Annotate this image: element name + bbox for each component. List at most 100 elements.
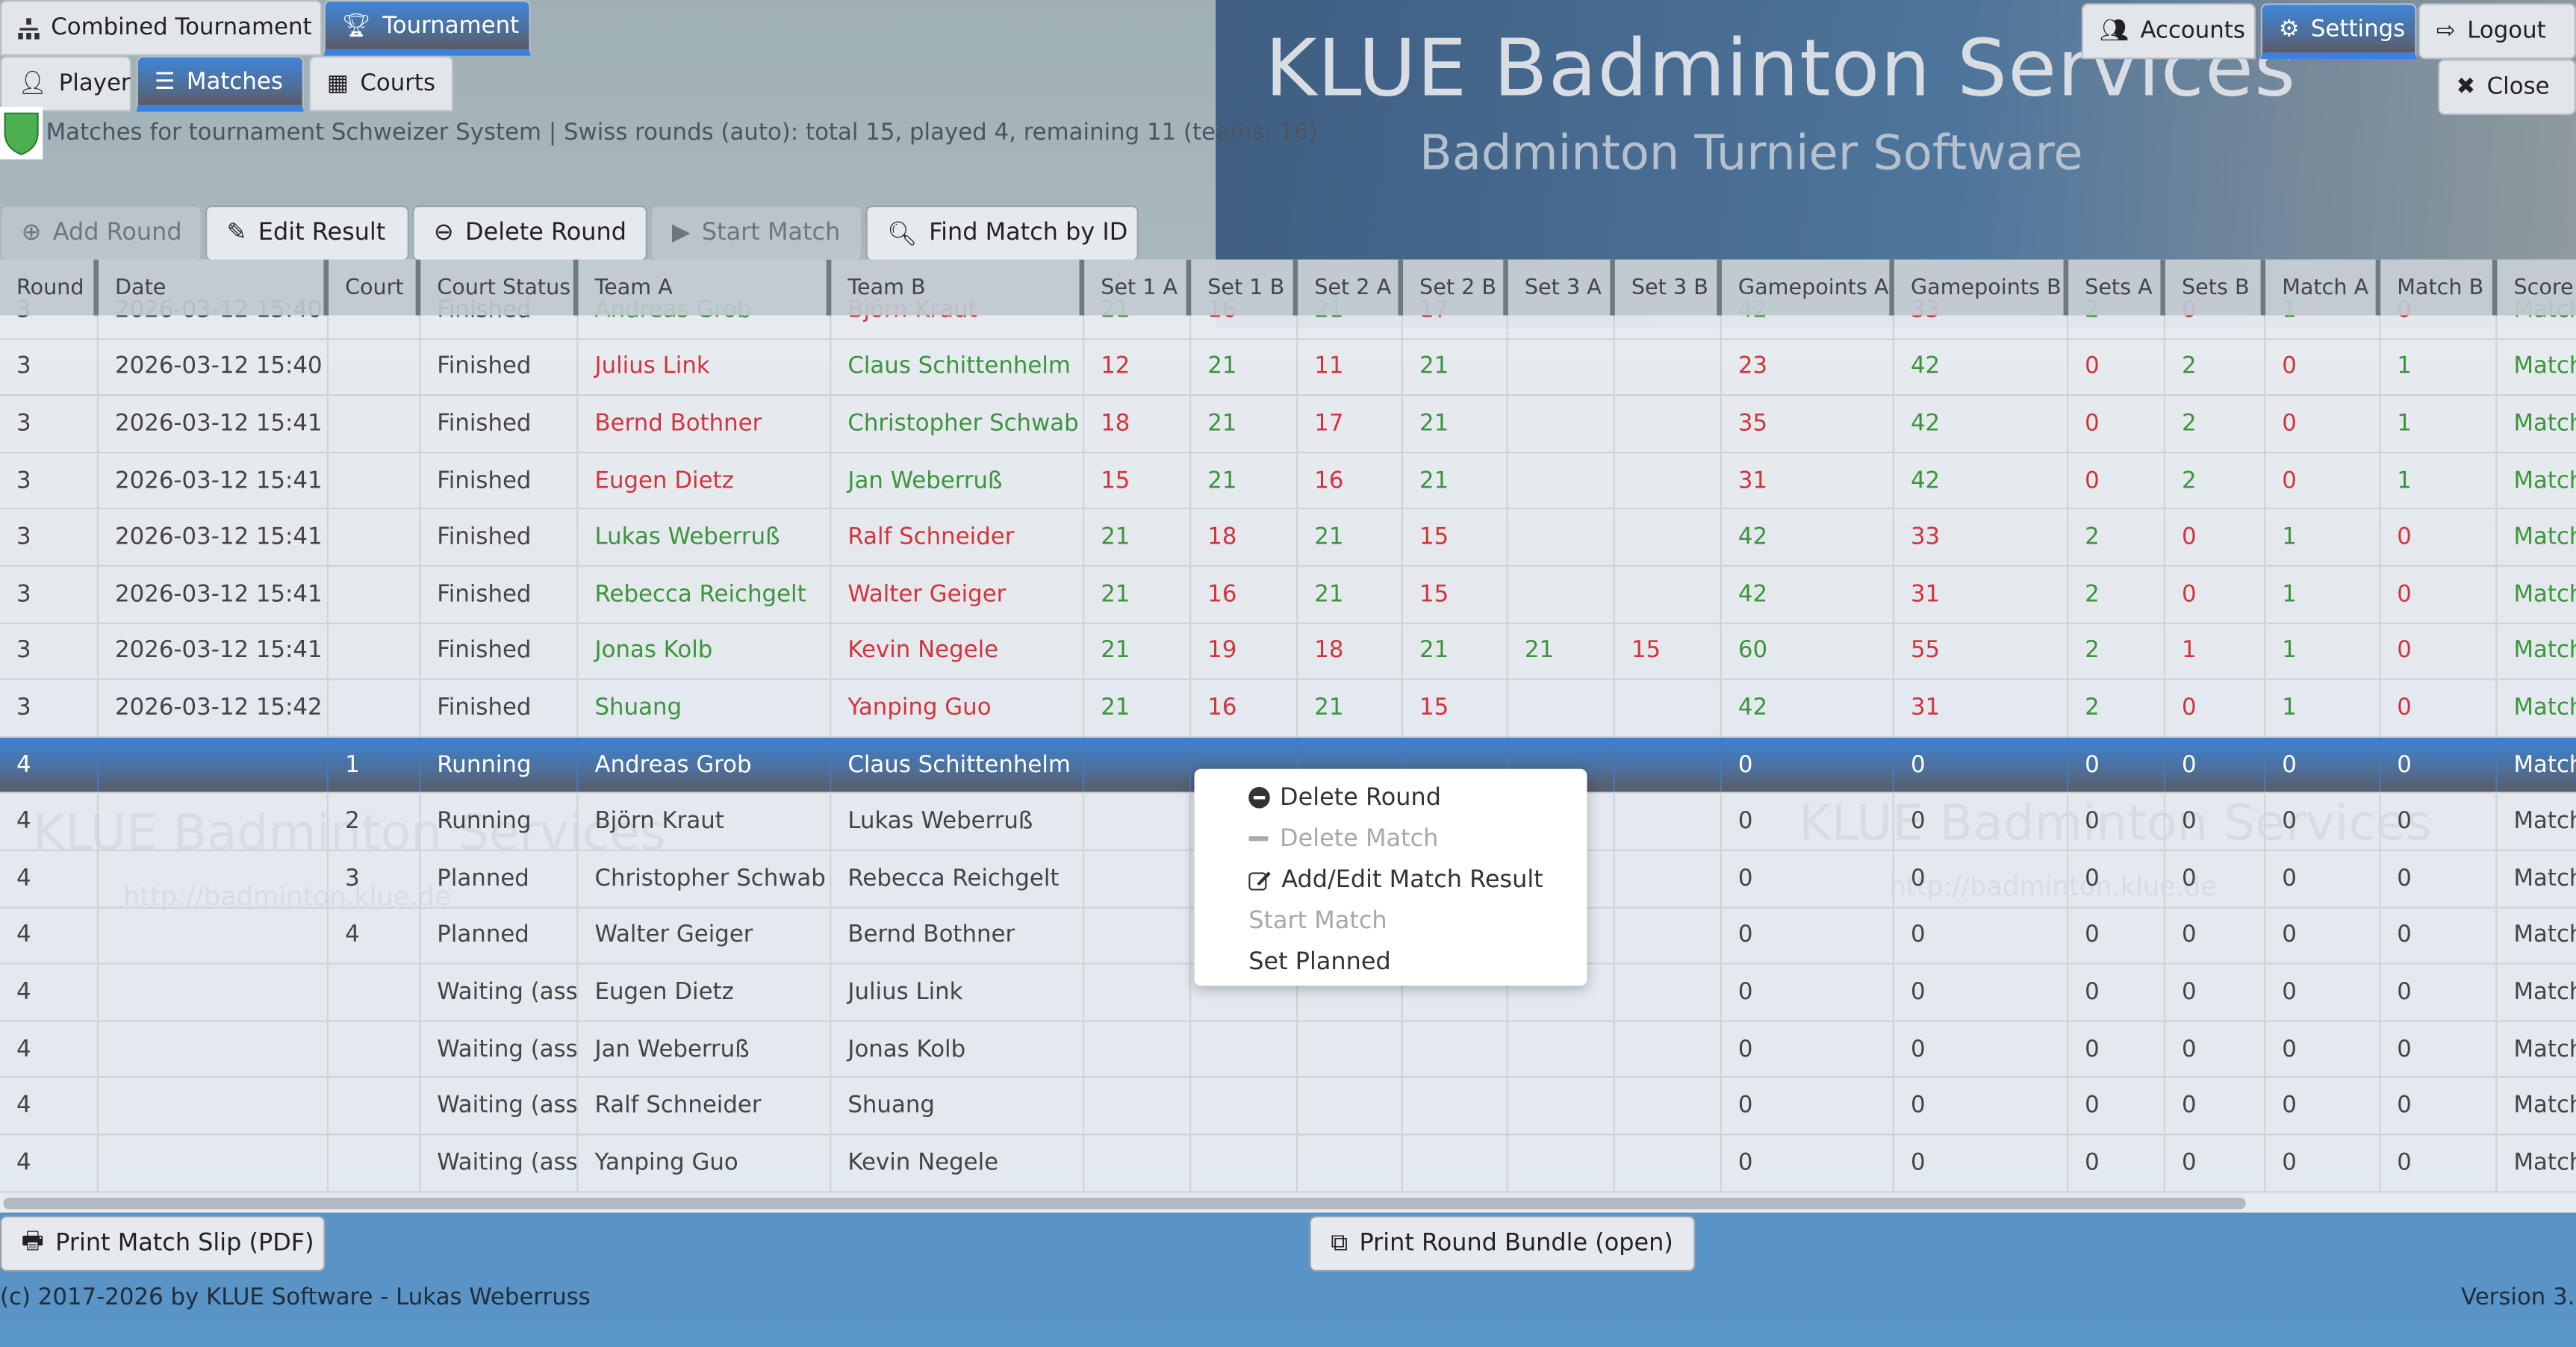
cell-date — [99, 964, 329, 1020]
column-header[interactable]: Match B — [2380, 259, 2498, 316]
column-header[interactable]: Set 1 A — [1084, 259, 1192, 316]
cell-set-3-a — [1508, 1078, 1615, 1134]
menu-set-planned[interactable]: Set Planned — [1195, 942, 1587, 983]
cell-set-2-a — [1298, 1021, 1404, 1077]
close-icon: ✖ — [2456, 74, 2476, 101]
cell-set-3-a — [1508, 964, 1615, 1020]
tab-combined-tournament[interactable]: Combined Tournament — [0, 0, 323, 56]
column-header[interactable]: Sets B — [2165, 259, 2266, 316]
table-row[interactable]: 3 2026-03-12 15:41 Finished Jonas Kolb Kevin… — [0, 623, 2576, 681]
horizontal-scrollbar[interactable] — [0, 1195, 2576, 1213]
table-row[interactable]: 3 2026-03-12 15:41 Finished Lukas Weberruß R… — [0, 509, 2576, 567]
tab-tournament[interactable]: 🏆︎ Tournament — [323, 0, 531, 56]
cell-gamepoints-a: 42 — [1722, 567, 1894, 622]
cell-set-2-a — [1298, 1135, 1404, 1191]
menu-start-match[interactable]: Start Match — [1195, 900, 1587, 942]
cell-round: 4 — [0, 794, 99, 850]
print-round-bundle-button[interactable]: ⧉ Print Round Bundle (open) — [1309, 1216, 1696, 1272]
find-match-button[interactable]: 🔍︎ Find Match by ID — [865, 205, 1139, 261]
column-header[interactable]: Set 2 A — [1298, 259, 1404, 316]
cell-set-2-a: 21 — [1298, 567, 1404, 622]
column-header[interactable]: Team B — [831, 259, 1085, 316]
cell-set-3-a — [1508, 794, 1615, 850]
cell-match-b: 0 — [2380, 794, 2498, 850]
column-header[interactable]: Match A — [2265, 259, 2381, 316]
cell-sets-b: 2 — [2165, 339, 2266, 395]
cell-team-a: Julius Link — [579, 339, 832, 395]
cell-court — [329, 339, 421, 395]
column-header[interactable]: Set 1 B — [1191, 259, 1298, 316]
cell-score: Match — [2497, 908, 2576, 963]
add-round-button[interactable]: ⊕ Add Round — [0, 205, 202, 261]
column-header[interactable]: Round — [0, 259, 99, 316]
column-header[interactable]: Set 3 A — [1508, 259, 1615, 316]
cell-gamepoints-b: 0 — [1894, 907, 2069, 963]
cell-match-a: 1 — [2265, 567, 2381, 622]
cell-team-a: Andreas Grob — [579, 737, 832, 793]
table-row[interactable]: 3 2026-03-12 15:40 Finished Julius Link Clau… — [0, 339, 2576, 396]
cell-gamepoints-a: 35 — [1722, 396, 1894, 452]
tournament-info: Matches for tournament Schweizer System … — [0, 107, 2576, 160]
column-header[interactable]: Team A — [579, 259, 832, 316]
cell-court — [329, 680, 421, 736]
cell-round: 4 — [0, 907, 99, 963]
cell-sets-b: 0 — [2165, 509, 2266, 565]
cell-match-a: 1 — [2265, 509, 2381, 565]
cell-set-1-b — [1191, 964, 1298, 1020]
menu-delete-match[interactable]: Delete Match — [1195, 818, 1587, 859]
cell-team-b: Ralf Schneider — [831, 509, 1085, 565]
column-header[interactable]: Court — [329, 259, 421, 316]
cell-match-a: 1 — [2265, 623, 2381, 679]
court-background — [0, 1212, 2576, 1347]
edit-result-button[interactable]: ✎ Edit Result — [205, 205, 409, 261]
menu-delete-round[interactable]: Delete Round — [1195, 777, 1587, 818]
column-header[interactable]: Court Status — [420, 259, 579, 316]
logout-button[interactable]: ⇨ Logout — [2418, 3, 2576, 60]
cell-sets-a: 0 — [2068, 452, 2165, 508]
column-header[interactable]: Gamepoints A — [1722, 259, 1894, 316]
cell-sets-a: 0 — [2068, 850, 2165, 906]
cell-set-1-b — [1191, 1078, 1298, 1134]
cell-gamepoints-a: 0 — [1722, 737, 1894, 793]
table-row[interactable]: 4 3 Planned Christopher Schwab Rebecca Reich… — [0, 850, 2576, 908]
table-row[interactable]: 3 2026-03-12 15:41 Finished Eugen Dietz Jan … — [0, 452, 2576, 510]
scroll-thumb[interactable] — [3, 1198, 2246, 1210]
column-header[interactable]: Set 3 B — [1615, 259, 1722, 316]
cell-date — [99, 1021, 329, 1077]
print-match-slip-button[interactable]: 🖶︎ Print Match Slip (PDF) — [0, 1216, 326, 1272]
tab-matches[interactable]: ☰ Matches — [136, 55, 305, 112]
column-header[interactable]: Score — [2497, 260, 2576, 316]
delete-round-button[interactable]: ⊖ Delete Round — [412, 205, 647, 261]
cell-match-a: 0 — [2265, 794, 2381, 850]
column-header[interactable]: Set 2 B — [1403, 259, 1508, 316]
matches-table: KLUE Badminton Services http://badminton… — [0, 259, 2576, 1213]
accounts-button[interactable]: 👥︎ Accounts — [2081, 3, 2256, 60]
plus-circle-icon: ⊕ — [21, 220, 42, 247]
column-header[interactable]: Gamepoints B — [1894, 259, 2069, 316]
cell-set-3-a — [1508, 1021, 1615, 1077]
table-row[interactable]: 3 2026-03-12 15:41 Finished Bernd Bothner Ch… — [0, 396, 2576, 453]
cell-gamepoints-b: 0 — [1894, 964, 2069, 1020]
settings-button[interactable]: ⚙ Settings — [2260, 3, 2417, 60]
close-button[interactable]: ✖ Close — [2438, 59, 2576, 116]
cell-set-3-b — [1615, 509, 1722, 565]
table-row[interactable]: 3 2026-03-12 15:42 Finished Shuang Yanping G… — [0, 680, 2576, 738]
column-header[interactable]: Date — [99, 259, 329, 316]
menu-add-edit-result[interactable]: Add/Edit Match Result — [1195, 859, 1587, 900]
cell-court-status: Finished — [420, 623, 579, 679]
table-row[interactable]: 4 1 Running Andreas Grob Claus Schittenhelm 0… — [0, 737, 2576, 794]
column-header[interactable]: Sets A — [2068, 259, 2165, 316]
tab-courts[interactable]: ▦ Courts — [308, 55, 454, 112]
cell-match-b: 0 — [2380, 964, 2498, 1020]
start-match-button[interactable]: ▶ Start Match — [650, 205, 863, 261]
tab-player[interactable]: 👤︎ Player — [0, 55, 132, 112]
table-row[interactable]: 3 2026-03-12 15:41 Finished Rebecca Reichge… — [0, 567, 2576, 624]
cell-set-2-a — [1298, 737, 1404, 793]
play-icon: ▶ — [671, 220, 691, 247]
club-logo — [0, 107, 43, 160]
cell-sets-b: 0 — [2165, 964, 2266, 1020]
